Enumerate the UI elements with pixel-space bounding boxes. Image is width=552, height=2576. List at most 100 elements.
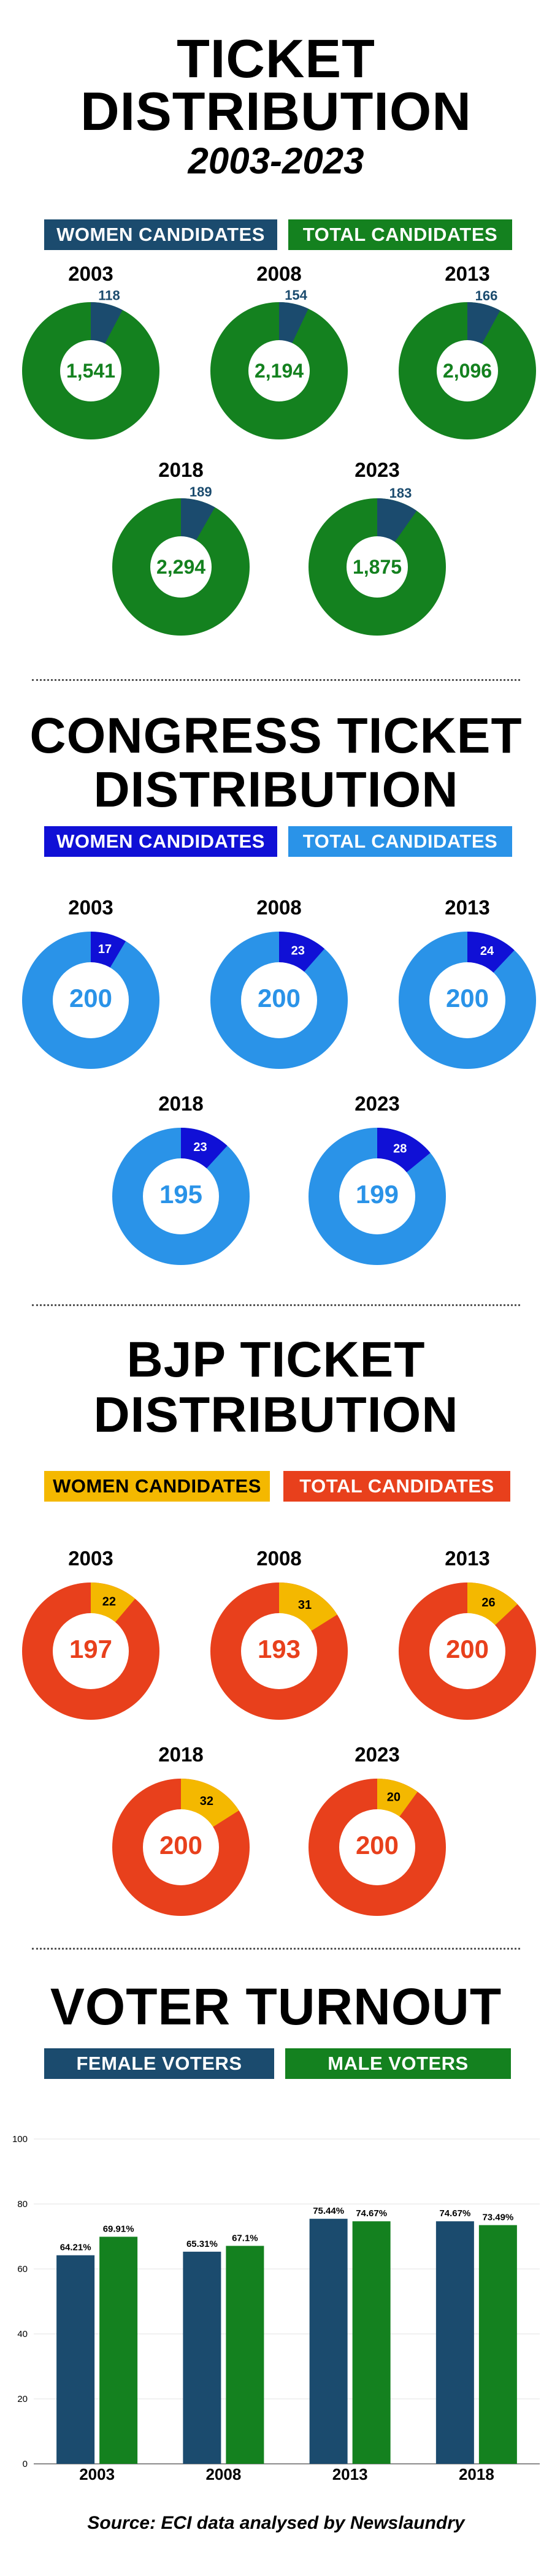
women-value-label: 183 xyxy=(389,485,412,501)
section2-year-label: 2018 xyxy=(158,1092,204,1115)
women-value-label: 118 xyxy=(98,288,120,303)
total-value-label: 1,875 xyxy=(353,556,402,578)
women-value-label: 17 xyxy=(98,943,112,956)
section1-year-label: 2023 xyxy=(355,458,400,481)
section1-donut-2018: 2,294 189 xyxy=(112,484,250,636)
bar-female-2003 xyxy=(56,2255,95,2464)
women-value-label: 31 xyxy=(298,1598,312,1612)
bar-male-2018 xyxy=(478,2225,517,2464)
total-value-label: 2,096 xyxy=(443,360,492,382)
section2-donut-2023: 199 28 xyxy=(309,1128,446,1265)
section2-legend-total: TOTAL CANDIDATES xyxy=(288,826,512,857)
donut-hole xyxy=(53,962,129,1038)
donut-hole xyxy=(53,1613,129,1689)
bar-male-2013 xyxy=(352,2221,391,2464)
bar-value-label: 65.31% xyxy=(186,2239,218,2249)
bar-value-label: 74.67% xyxy=(439,2208,470,2219)
section4-title: VOTER TURNOUT xyxy=(50,1978,502,2035)
bar-value-label: 75.44% xyxy=(313,2206,344,2216)
section3-legend-total: TOTAL CANDIDATES xyxy=(283,1471,510,1502)
y-tick-label: 100 xyxy=(12,2134,28,2145)
women-value-label: 26 xyxy=(481,1596,495,1609)
y-tick-label: 20 xyxy=(17,2394,28,2404)
total-value-label: 199 xyxy=(356,1180,399,1209)
section4-legend-female: FEMALE VOTERS xyxy=(44,2048,274,2079)
donut-hole xyxy=(339,1809,415,1885)
section1-title-line1: TICKET xyxy=(177,28,375,89)
section3-donut-2018: 200 32 xyxy=(112,1779,250,1916)
women-value-label: 32 xyxy=(200,1795,213,1808)
bar-female-2008 xyxy=(183,2251,221,2464)
y-tick-label: 40 xyxy=(17,2329,28,2339)
section3-donut-2023: 200 20 xyxy=(309,1779,446,1916)
donut-hole xyxy=(143,1809,219,1885)
section3-year-label: 2003 xyxy=(68,1547,113,1570)
divider-2 xyxy=(32,1304,520,1306)
total-value-label: 200 xyxy=(69,984,112,1013)
bar-female-2018 xyxy=(435,2221,474,2464)
section2-donut-2003: 200 17 xyxy=(22,932,159,1069)
total-value-label: 200 xyxy=(446,984,489,1013)
women-value-label: 189 xyxy=(190,484,212,500)
section1-legend-women: WOMEN CANDIDATES xyxy=(44,219,277,250)
section2-year-label: 2023 xyxy=(355,1092,400,1115)
total-value-label: 2,294 xyxy=(156,556,205,578)
divider-1 xyxy=(32,679,520,681)
section1-legend-total: TOTAL CANDIDATES xyxy=(288,219,512,250)
section2-title-line2: DISTRIBUTION xyxy=(93,762,459,818)
donut-hole xyxy=(437,340,498,401)
section2-donut-2008: 200 23 xyxy=(210,932,348,1069)
divider-3 xyxy=(32,1948,520,1950)
bar-value-label: 69.91% xyxy=(103,2224,134,2234)
section3-year-label: 2013 xyxy=(445,1547,490,1570)
total-value-label: 200 xyxy=(159,1831,202,1860)
section2-year-label: 2003 xyxy=(68,896,113,919)
bar-value-label: 64.21% xyxy=(60,2243,91,2253)
donut-hole xyxy=(241,1613,317,1689)
bar-value-label: 73.49% xyxy=(482,2213,513,2223)
section1-subtitle: 2003-2023 xyxy=(188,140,364,181)
total-value-label: 2,194 xyxy=(255,360,304,382)
section3-year-label: 2008 xyxy=(256,1547,302,1570)
y-tick-label: 0 xyxy=(23,2459,28,2469)
women-value-label: 154 xyxy=(285,287,307,303)
women-value-label: 20 xyxy=(387,1790,401,1804)
women-value-label: 166 xyxy=(475,288,498,303)
section2-year-label: 2013 xyxy=(445,896,490,919)
bar-male-2003 xyxy=(99,2236,138,2464)
section1-donut-2008: 2,194 154 xyxy=(210,287,348,439)
section2-title-line1: CONGRESS TICKET xyxy=(29,708,523,764)
section2-legend-women: WOMEN CANDIDATES xyxy=(44,826,277,857)
x-tick-label: 2003 xyxy=(79,2465,115,2483)
total-value-label: 200 xyxy=(356,1831,399,1860)
women-value-label: 28 xyxy=(393,1142,407,1155)
section1-year-label: 2008 xyxy=(256,262,302,285)
donut-hole xyxy=(150,536,212,598)
section3-donut-2013: 200 26 xyxy=(399,1582,536,1720)
voter-turnout-bar-chart: 0 20 40 60 80 100 64.21% 69.91% 2003 65.31% 67.1% 2… xyxy=(12,2134,540,2483)
women-value-label: 23 xyxy=(291,944,305,958)
section3-year-label: 2018 xyxy=(158,1743,204,1766)
bar-female-2013 xyxy=(309,2219,348,2464)
total-value-label: 193 xyxy=(258,1635,301,1663)
section3-legend-women: WOMEN CANDIDATES xyxy=(44,1471,270,1502)
section1-donut-2003: 1,541 118 xyxy=(22,288,159,439)
donut-hole xyxy=(339,1158,415,1234)
women-value-label: 24 xyxy=(480,944,494,958)
total-value-label: 195 xyxy=(159,1180,202,1209)
total-value-label: 1,541 xyxy=(66,360,115,382)
y-tick-label: 80 xyxy=(17,2199,28,2209)
section3-title-line2: DISTRIBUTION xyxy=(93,1387,459,1443)
total-value-label: 200 xyxy=(258,984,301,1013)
section3-title-line1: BJP TICKET xyxy=(126,1332,426,1388)
section2-donut-2018: 195 23 xyxy=(112,1128,250,1265)
section1-donut-2013: 2,096 166 xyxy=(399,288,536,439)
section2-year-label: 2008 xyxy=(256,896,302,919)
source-note: Source: ECI data analysed by Newslaundry xyxy=(87,2513,465,2533)
section3-year-label: 2023 xyxy=(355,1743,400,1766)
donut-hole xyxy=(241,962,317,1038)
section1-year-label: 2018 xyxy=(158,458,204,481)
donut-hole xyxy=(429,1613,505,1689)
section3-donut-2008: 193 31 xyxy=(210,1582,348,1720)
section2-donut-2013: 200 24 xyxy=(399,932,536,1069)
